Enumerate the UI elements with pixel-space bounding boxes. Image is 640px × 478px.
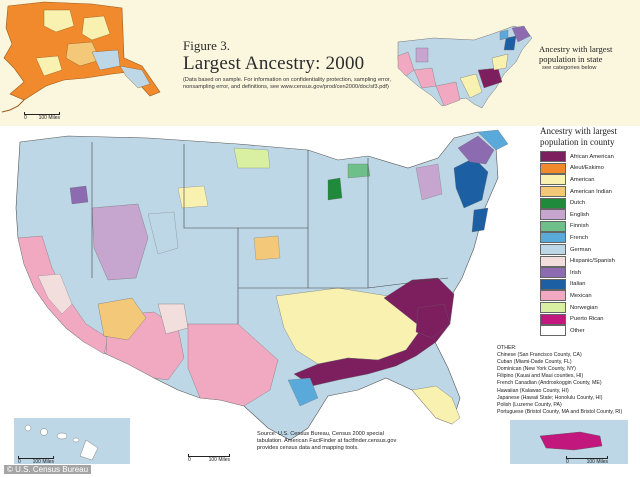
legend-label-italian: Italian bbox=[570, 281, 586, 288]
source-note: Source: U.S. Census Bureau, Census 2000 … bbox=[257, 431, 397, 451]
other-heading: OTHER: bbox=[497, 345, 517, 351]
legend-label-hispanic-spanish: Hispanic/Spanish bbox=[570, 258, 615, 265]
mainland-scale-bar: 0 100 Miles bbox=[188, 454, 230, 463]
scale-distance-label: 100 Miles bbox=[208, 457, 230, 463]
legend-swatch-aleut-eskimo bbox=[540, 162, 566, 174]
alaska-scale-bar: 0 100 Miles bbox=[24, 112, 60, 121]
legend-item-italian: Italian bbox=[540, 278, 640, 291]
other-line: French Canadian (Androskoggin County, ME… bbox=[497, 380, 602, 387]
scale-bar-line bbox=[566, 456, 608, 459]
legend-swatch-mexican bbox=[540, 290, 566, 302]
legend-label-german: German bbox=[570, 246, 591, 253]
scale-zero-label: 0 bbox=[566, 459, 569, 465]
legend-item-mexican: Mexican bbox=[540, 290, 640, 302]
scale-zero-label: 0 bbox=[24, 115, 27, 121]
legend-swatch-other bbox=[540, 325, 566, 337]
figure-label: Figure 3. bbox=[183, 38, 230, 53]
legend-swatch-hispanic-spanish bbox=[540, 255, 566, 267]
legend-swatch-dutch bbox=[540, 197, 566, 209]
image-credit: © U.S. Census Bureau bbox=[4, 465, 92, 474]
legend-label-puerto-rican: Puerto Rican bbox=[570, 316, 604, 323]
scale-distance-label: 100 Miles bbox=[32, 459, 54, 465]
puerto-rico-inset-map bbox=[510, 420, 628, 464]
other-line: Dominican (New York County, NY) bbox=[497, 366, 576, 373]
legend-label-american-indian: American Indian bbox=[570, 188, 612, 195]
legend-swatch-irish bbox=[540, 267, 566, 279]
legend-item-aleut-eskimo: Aleut/Eskimo bbox=[540, 162, 640, 175]
other-line: Chinese (San Francisco County, CA) bbox=[497, 352, 582, 359]
legend-item-german: German bbox=[540, 244, 640, 256]
hawaii-scale-bar: 0 100 Miles bbox=[18, 456, 54, 465]
other-line: Portuguese (Bristol County, MA and Brist… bbox=[497, 408, 623, 415]
legend-item-other: Other bbox=[540, 325, 640, 337]
legend-swatch-german bbox=[540, 244, 566, 256]
figure-note: (Data based on sample. For information o… bbox=[183, 77, 392, 91]
scale-zero-label: 0 bbox=[188, 457, 191, 463]
scale-distance-label: 100 Miles bbox=[586, 459, 608, 465]
state-level-inset-map bbox=[394, 8, 536, 118]
legend-item-african-american: African American bbox=[540, 151, 640, 163]
legend-label-finnish: Finnish bbox=[570, 223, 589, 230]
legend-label-norwegian: Norwegian bbox=[570, 304, 598, 311]
legend-item-american: American bbox=[540, 174, 640, 186]
legend-swatch-italian bbox=[540, 278, 566, 290]
legend-label-french: French bbox=[570, 234, 589, 241]
legend-label-american: American bbox=[570, 176, 595, 183]
legend-item-irish: Irish bbox=[540, 267, 640, 279]
county-legend-title: Ancestry with largest population in coun… bbox=[540, 126, 617, 147]
alaska-inset-map bbox=[0, 0, 170, 126]
scale-bar-line bbox=[24, 112, 60, 115]
legend-label-other: Other bbox=[570, 327, 585, 334]
other-line: Hawaiian (Kalawao County, HI) bbox=[497, 387, 569, 394]
mainland-us-map bbox=[8, 128, 538, 448]
legend-item-hispanic-spanish: Hispanic/Spanish bbox=[540, 255, 640, 267]
other-line: Filipino (Kauai and Maui counties, HI) bbox=[497, 373, 584, 380]
hawaii-inset-map bbox=[14, 418, 130, 464]
scale-distance-label: 100 Miles bbox=[38, 115, 60, 121]
legend-swatch-african-american bbox=[540, 151, 566, 163]
legend-swatch-finnish bbox=[540, 220, 566, 232]
other-line: Cuban (Miami-Dade County, FL) bbox=[497, 359, 572, 366]
legend-label-african-american: African American bbox=[570, 153, 614, 160]
scale-zero-label: 0 bbox=[18, 459, 21, 465]
legend-swatch-american-indian bbox=[540, 186, 566, 198]
legend-swatch-puerto-rican bbox=[540, 313, 566, 325]
legend-item-finnish: Finnish bbox=[540, 220, 640, 233]
scale-bar-line bbox=[18, 456, 54, 459]
figure-title: Largest Ancestry: 2000 bbox=[183, 53, 365, 74]
legend-item-dutch: Dutch bbox=[540, 197, 640, 209]
legend-item-norwegian: Norwegian bbox=[540, 302, 640, 314]
legend-label-mexican: Mexican bbox=[570, 292, 592, 299]
other-ancestries-list: OTHER: Chinese (San Francisco County, CA… bbox=[497, 345, 640, 416]
other-line: Polish (Luzerne County, PA) bbox=[497, 401, 562, 408]
legend-label-irish: Irish bbox=[570, 269, 581, 276]
legend-swatch-american bbox=[540, 174, 566, 186]
scale-bar-line bbox=[188, 454, 230, 457]
legend-label-aleut-eskimo: Aleut/Eskimo bbox=[570, 165, 604, 172]
legend-item-puerto-rican: Puerto Rican bbox=[540, 313, 640, 325]
state-legend-subtitle: see categories below bbox=[542, 65, 597, 71]
legend-swatch-french bbox=[540, 232, 566, 244]
legend-swatch-english bbox=[540, 209, 566, 221]
legend-swatch-norwegian bbox=[540, 302, 566, 314]
legend-label-dutch: Dutch bbox=[570, 200, 586, 207]
state-legend-title: Ancestry with largest population in stat… bbox=[539, 44, 613, 64]
legend-label-english: English bbox=[570, 211, 590, 218]
county-legend: Ancestry with largest population in coun… bbox=[540, 126, 640, 337]
puerto-rico-scale-bar: 0 100 Miles bbox=[566, 456, 608, 465]
legend-item-english: English bbox=[540, 209, 640, 221]
legend-item-french: French bbox=[540, 232, 640, 244]
legend-item-american-indian: American Indian bbox=[540, 186, 640, 198]
other-line: Japanese (Hawaii State; Honolulu County,… bbox=[497, 394, 603, 401]
